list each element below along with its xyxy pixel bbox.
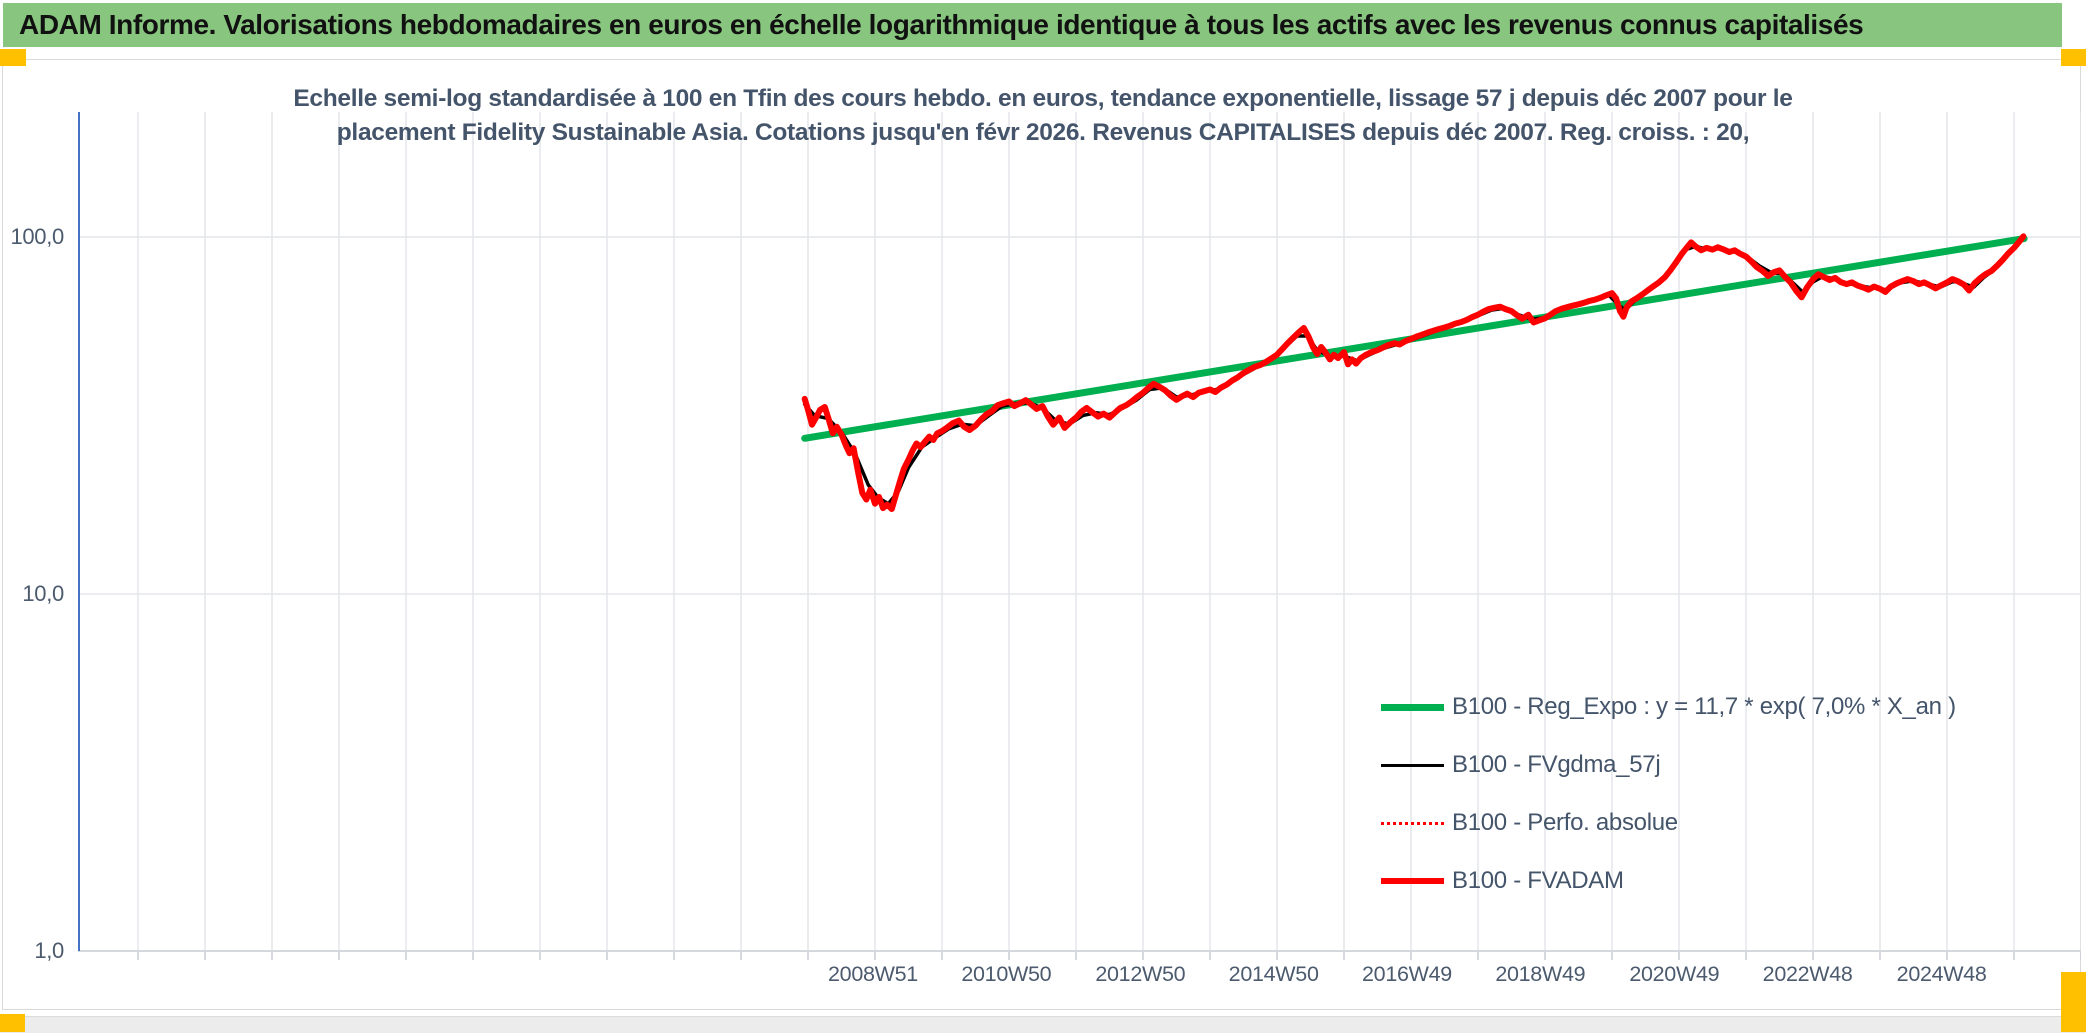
legend-item-fvgdma: B100 - FVgdma_57j — [1381, 736, 1956, 794]
legend-line-sample-red — [1381, 878, 1444, 884]
page-title: ADAM Informe. Valorisations hebdomadaire… — [19, 9, 1864, 40]
legend-line-sample-green — [1381, 703, 1444, 711]
corner-accent-top-left — [0, 49, 26, 66]
chart-subtitle-line-2: placement Fidelity Sustainable Asia. Cot… — [336, 119, 1750, 146]
legend-line-sample-black — [1381, 763, 1444, 767]
legend-label: B100 - FVgdma_57j — [1452, 751, 1661, 778]
corner-accent-bottom-left — [0, 1014, 25, 1032]
legend-item-reg-expo: B100 - Reg_Expo : y = 11,7 * exp( 7,0% *… — [1381, 678, 1956, 736]
series-fvadam — [801, 233, 2027, 512]
chart-legend: B100 - Reg_Expo : y = 11,7 * exp( 7,0% *… — [1381, 678, 1956, 910]
chart-subtitle-line-1: Echelle semi-log standardisée à 100 en T… — [293, 85, 1793, 112]
x-axis-tick-label: 2022W48 — [1762, 962, 1853, 986]
legend-label: B100 - FVADAM — [1452, 867, 1624, 894]
plot-svg — [78, 112, 2081, 960]
chart-panel — [2, 59, 2081, 1010]
bottom-strip — [0, 1016, 2086, 1033]
y-axis-tick-label: 1,0 — [34, 938, 64, 963]
x-axis-tick-label: 2018W49 — [1495, 962, 1586, 986]
x-axis-tick-label: 2024W48 — [1896, 962, 1987, 986]
x-axis-tick-label: 2012W50 — [1095, 962, 1186, 986]
x-axis-tick-label: 2016W49 — [1362, 962, 1452, 986]
legend-item-perfo-absolue: B100 - Perfo. absolue — [1381, 794, 1956, 852]
x-axis-tick-label: 2020W49 — [1629, 962, 1720, 986]
corner-accent-top-right — [2061, 49, 2086, 66]
x-axis-tick-label: 2014W50 — [1228, 962, 1319, 986]
legend-label: B100 - Perfo. absolue — [1452, 809, 1678, 836]
y-axis-tick-label: 10,0 — [22, 581, 64, 606]
x-axis-tick-label: 2008W51 — [828, 962, 918, 986]
legend-item-fvadam: B100 - FVADAM — [1381, 852, 1956, 910]
chart-subtitle: Echelle semi-log standardisée à 100 en T… — [0, 82, 2086, 150]
y-axis-tick-label: 100,0 — [10, 224, 64, 249]
series-perfo — [803, 235, 2025, 510]
corner-accent-bottom-right — [2061, 972, 2086, 1032]
legend-line-sample-red-dotted — [1381, 821, 1444, 825]
header-bar: ADAM Informe. Valorisations hebdomadaire… — [3, 3, 2062, 47]
legend-label: B100 - Reg_Expo : y = 11,7 * exp( 7,0% *… — [1452, 693, 1956, 720]
x-axis-tick-label: 2010W50 — [961, 962, 1052, 986]
